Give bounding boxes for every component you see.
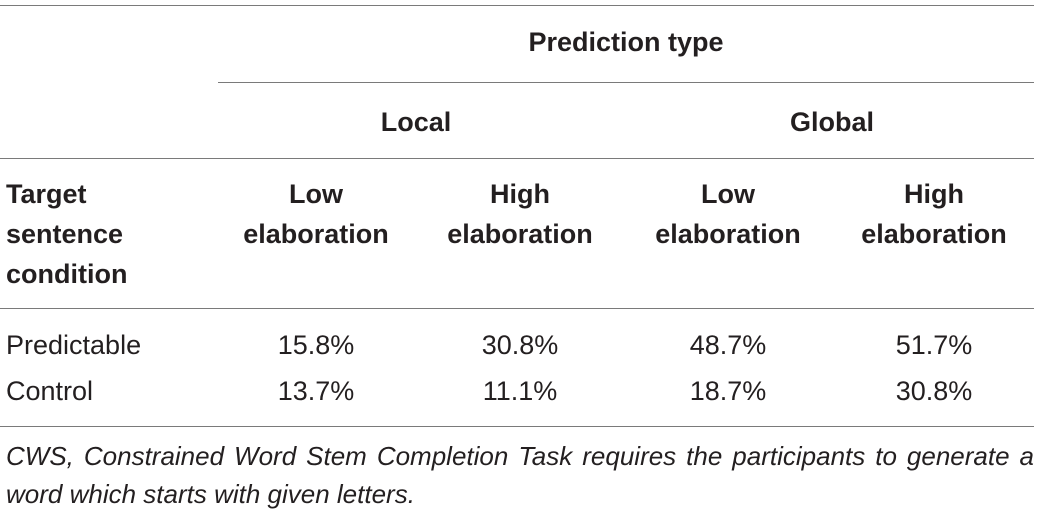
group-rule bbox=[218, 82, 1034, 83]
row-label: Predictable bbox=[6, 330, 142, 360]
row-header-line: Target bbox=[6, 179, 87, 209]
table-cell: 51.7% bbox=[895, 330, 973, 360]
column-header-local-high: High elaboration bbox=[422, 174, 618, 254]
column-header-line: elaboration bbox=[243, 219, 389, 249]
column-header-line: Low bbox=[289, 179, 343, 209]
top-rule bbox=[0, 5, 1034, 6]
subgroup-header-local: Local bbox=[380, 107, 452, 137]
group-header: Prediction type bbox=[528, 27, 724, 57]
bottom-rule bbox=[0, 426, 1034, 427]
row-header-line: sentence bbox=[6, 219, 124, 249]
column-header-global-low: Low elaboration bbox=[628, 174, 828, 254]
table-cell: 48.7% bbox=[689, 330, 767, 360]
column-header-line: elaboration bbox=[447, 219, 593, 249]
subgroup-header-global: Global bbox=[789, 107, 874, 137]
column-header-local-low: Low elaboration bbox=[218, 174, 414, 254]
column-header-line: elaboration bbox=[861, 219, 1007, 249]
table-cell: 15.8% bbox=[277, 330, 355, 360]
column-header-line: High bbox=[904, 179, 964, 209]
row-header-line: condition bbox=[6, 259, 128, 289]
column-header-line: Low bbox=[701, 179, 755, 209]
table-cell: 11.1% bbox=[482, 376, 558, 406]
subgroup-rule bbox=[0, 158, 1034, 159]
header-rule bbox=[0, 308, 1034, 309]
column-header-line: High bbox=[490, 179, 550, 209]
table-footnote: CWS, Constrained Word Stem Completion Ta… bbox=[6, 441, 1034, 509]
table-cell: 18.7% bbox=[689, 376, 767, 406]
column-header-global-high: High elaboration bbox=[834, 174, 1034, 254]
table-cell: 30.8% bbox=[481, 330, 559, 360]
table-cell: 13.7% bbox=[277, 376, 355, 406]
row-header: Target sentence condition bbox=[6, 174, 127, 294]
row-label: Control bbox=[6, 376, 94, 406]
table-cell: 30.8% bbox=[895, 376, 973, 406]
column-header-line: elaboration bbox=[655, 219, 801, 249]
